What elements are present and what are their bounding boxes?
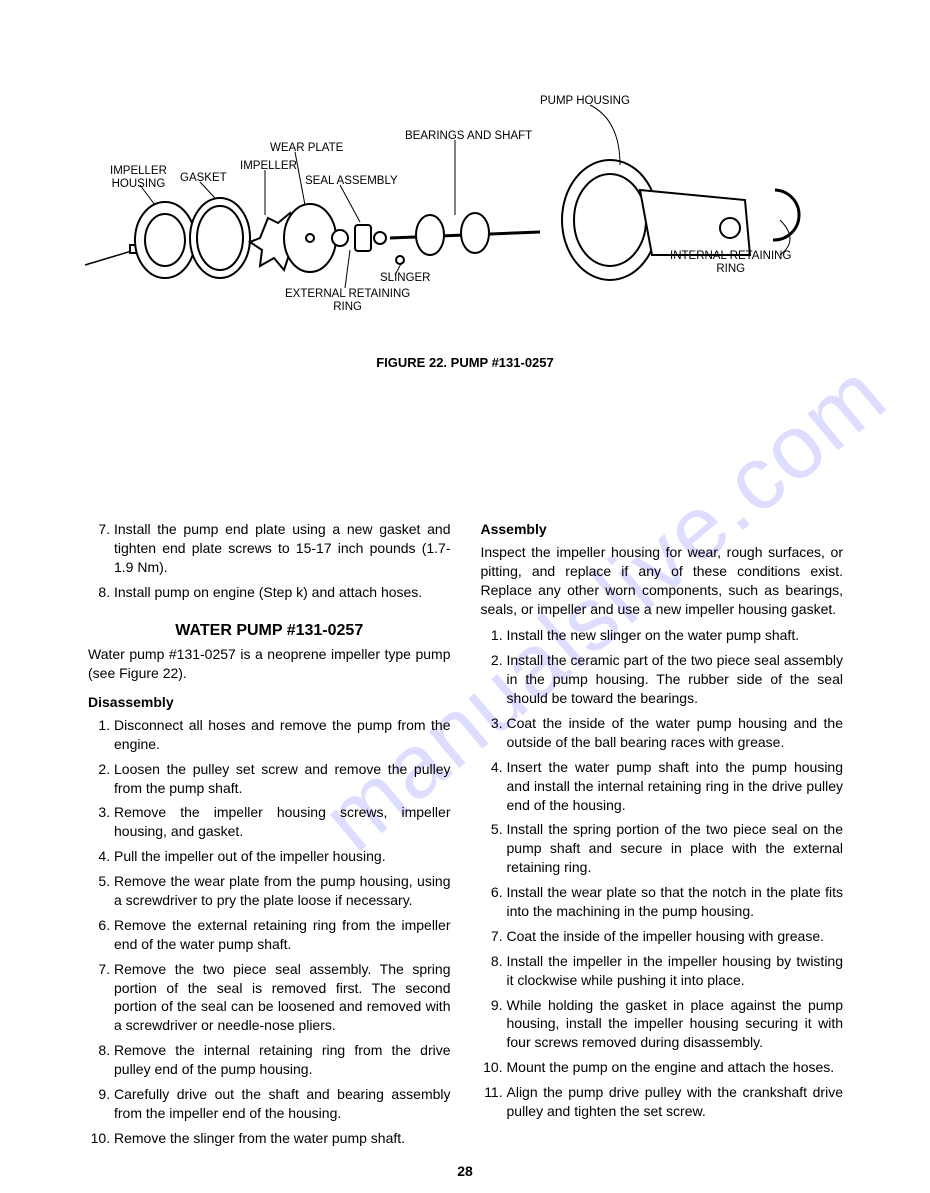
list-item: Coat the inside of the water pump housin… <box>507 714 844 752</box>
text: HOUSING <box>112 178 166 190</box>
document-page: manualslive.com <box>0 0 930 1193</box>
assembly-list: Install the new slinger on the water pum… <box>481 626 844 1120</box>
list-item: Install the wear plate so that the notch… <box>507 883 844 921</box>
list-item: Insert the water pump shaft into the pum… <box>507 758 844 815</box>
text-columns: Install the pump end plate using a new g… <box>88 520 843 1154</box>
label-bearings-shaft: BEARINGS AND SHAFT <box>405 130 532 143</box>
list-item: Remove the slinger from the water pump s… <box>114 1129 451 1148</box>
left-column: Install the pump end plate using a new g… <box>88 520 451 1154</box>
list-item: While holding the gasket in place agains… <box>507 996 844 1053</box>
list-item: Remove the external retaining ring from … <box>114 916 451 954</box>
continued-list: Install the pump end plate using a new g… <box>88 520 451 602</box>
list-item: Loosen the pulley set screw and remove t… <box>114 760 451 798</box>
list-item: Install the spring portion of the two pi… <box>507 820 844 877</box>
disassembly-list: Disconnect all hoses and remove the pump… <box>88 716 451 1148</box>
text: INTERNAL RETAINING <box>670 250 791 262</box>
text: EXTERNAL RETAINING <box>285 288 410 300</box>
label-impeller-housing: IMPELLER HOUSING <box>110 165 167 190</box>
section-heading: WATER PUMP #131-0257 <box>88 620 451 642</box>
assembly-intro: Inspect the impeller housing for wear, r… <box>481 543 844 619</box>
list-item: Install the impeller in the impeller hou… <box>507 952 844 990</box>
list-item: Remove the impeller housing screws, impe… <box>114 803 451 841</box>
list-item: Install the pump end plate using a new g… <box>114 520 451 577</box>
list-item: Remove the wear plate from the pump hous… <box>114 872 451 910</box>
intro-paragraph: Water pump #131-0257 is a neoprene impel… <box>88 645 451 683</box>
pump-diagram-svg <box>80 90 830 320</box>
list-item: Install the new slinger on the water pum… <box>507 626 844 645</box>
list-item: Install the ceramic part of the two piec… <box>507 651 844 708</box>
list-item: Install pump on engine (Step k) and atta… <box>114 583 451 602</box>
page-number: 28 <box>0 1163 930 1179</box>
list-item: Disconnect all hoses and remove the pump… <box>114 716 451 754</box>
subheading-disassembly: Disassembly <box>88 693 451 712</box>
label-impeller: IMPELLER <box>240 160 297 173</box>
list-item: Remove the internal retaining ring from … <box>114 1041 451 1079</box>
text: RING <box>716 263 745 275</box>
text: IMPELLER <box>110 165 167 177</box>
subheading-assembly: Assembly <box>481 520 844 539</box>
list-item: Carefully drive out the shaft and bearin… <box>114 1085 451 1123</box>
label-external-ring: EXTERNAL RETAINING RING <box>285 288 410 313</box>
list-item: Pull the impeller out of the impeller ho… <box>114 847 451 866</box>
label-internal-ring: INTERNAL RETAINING RING <box>670 250 791 275</box>
list-item: Remove the two piece seal assembly. The … <box>114 960 451 1036</box>
list-item: Coat the inside of the impeller housing … <box>507 927 844 946</box>
list-item: Align the pump drive pulley with the cra… <box>507 1083 844 1121</box>
list-item: Mount the pump on the engine and attach … <box>507 1058 844 1077</box>
text: RING <box>333 301 362 313</box>
label-seal-assembly: SEAL ASSEMBLY <box>305 175 398 188</box>
label-pump-housing: PUMP HOUSING <box>540 95 630 108</box>
label-gasket: GASKET <box>180 172 227 185</box>
exploded-diagram: IMPELLER HOUSING GASKET IMPELLER WEAR PL… <box>80 90 830 320</box>
figure-caption: FIGURE 22. PUMP #131-0257 <box>0 355 930 370</box>
label-wear-plate: WEAR PLATE <box>270 142 343 155</box>
right-column: Assembly Inspect the impeller housing fo… <box>481 520 844 1154</box>
label-slinger: SLINGER <box>380 272 431 285</box>
